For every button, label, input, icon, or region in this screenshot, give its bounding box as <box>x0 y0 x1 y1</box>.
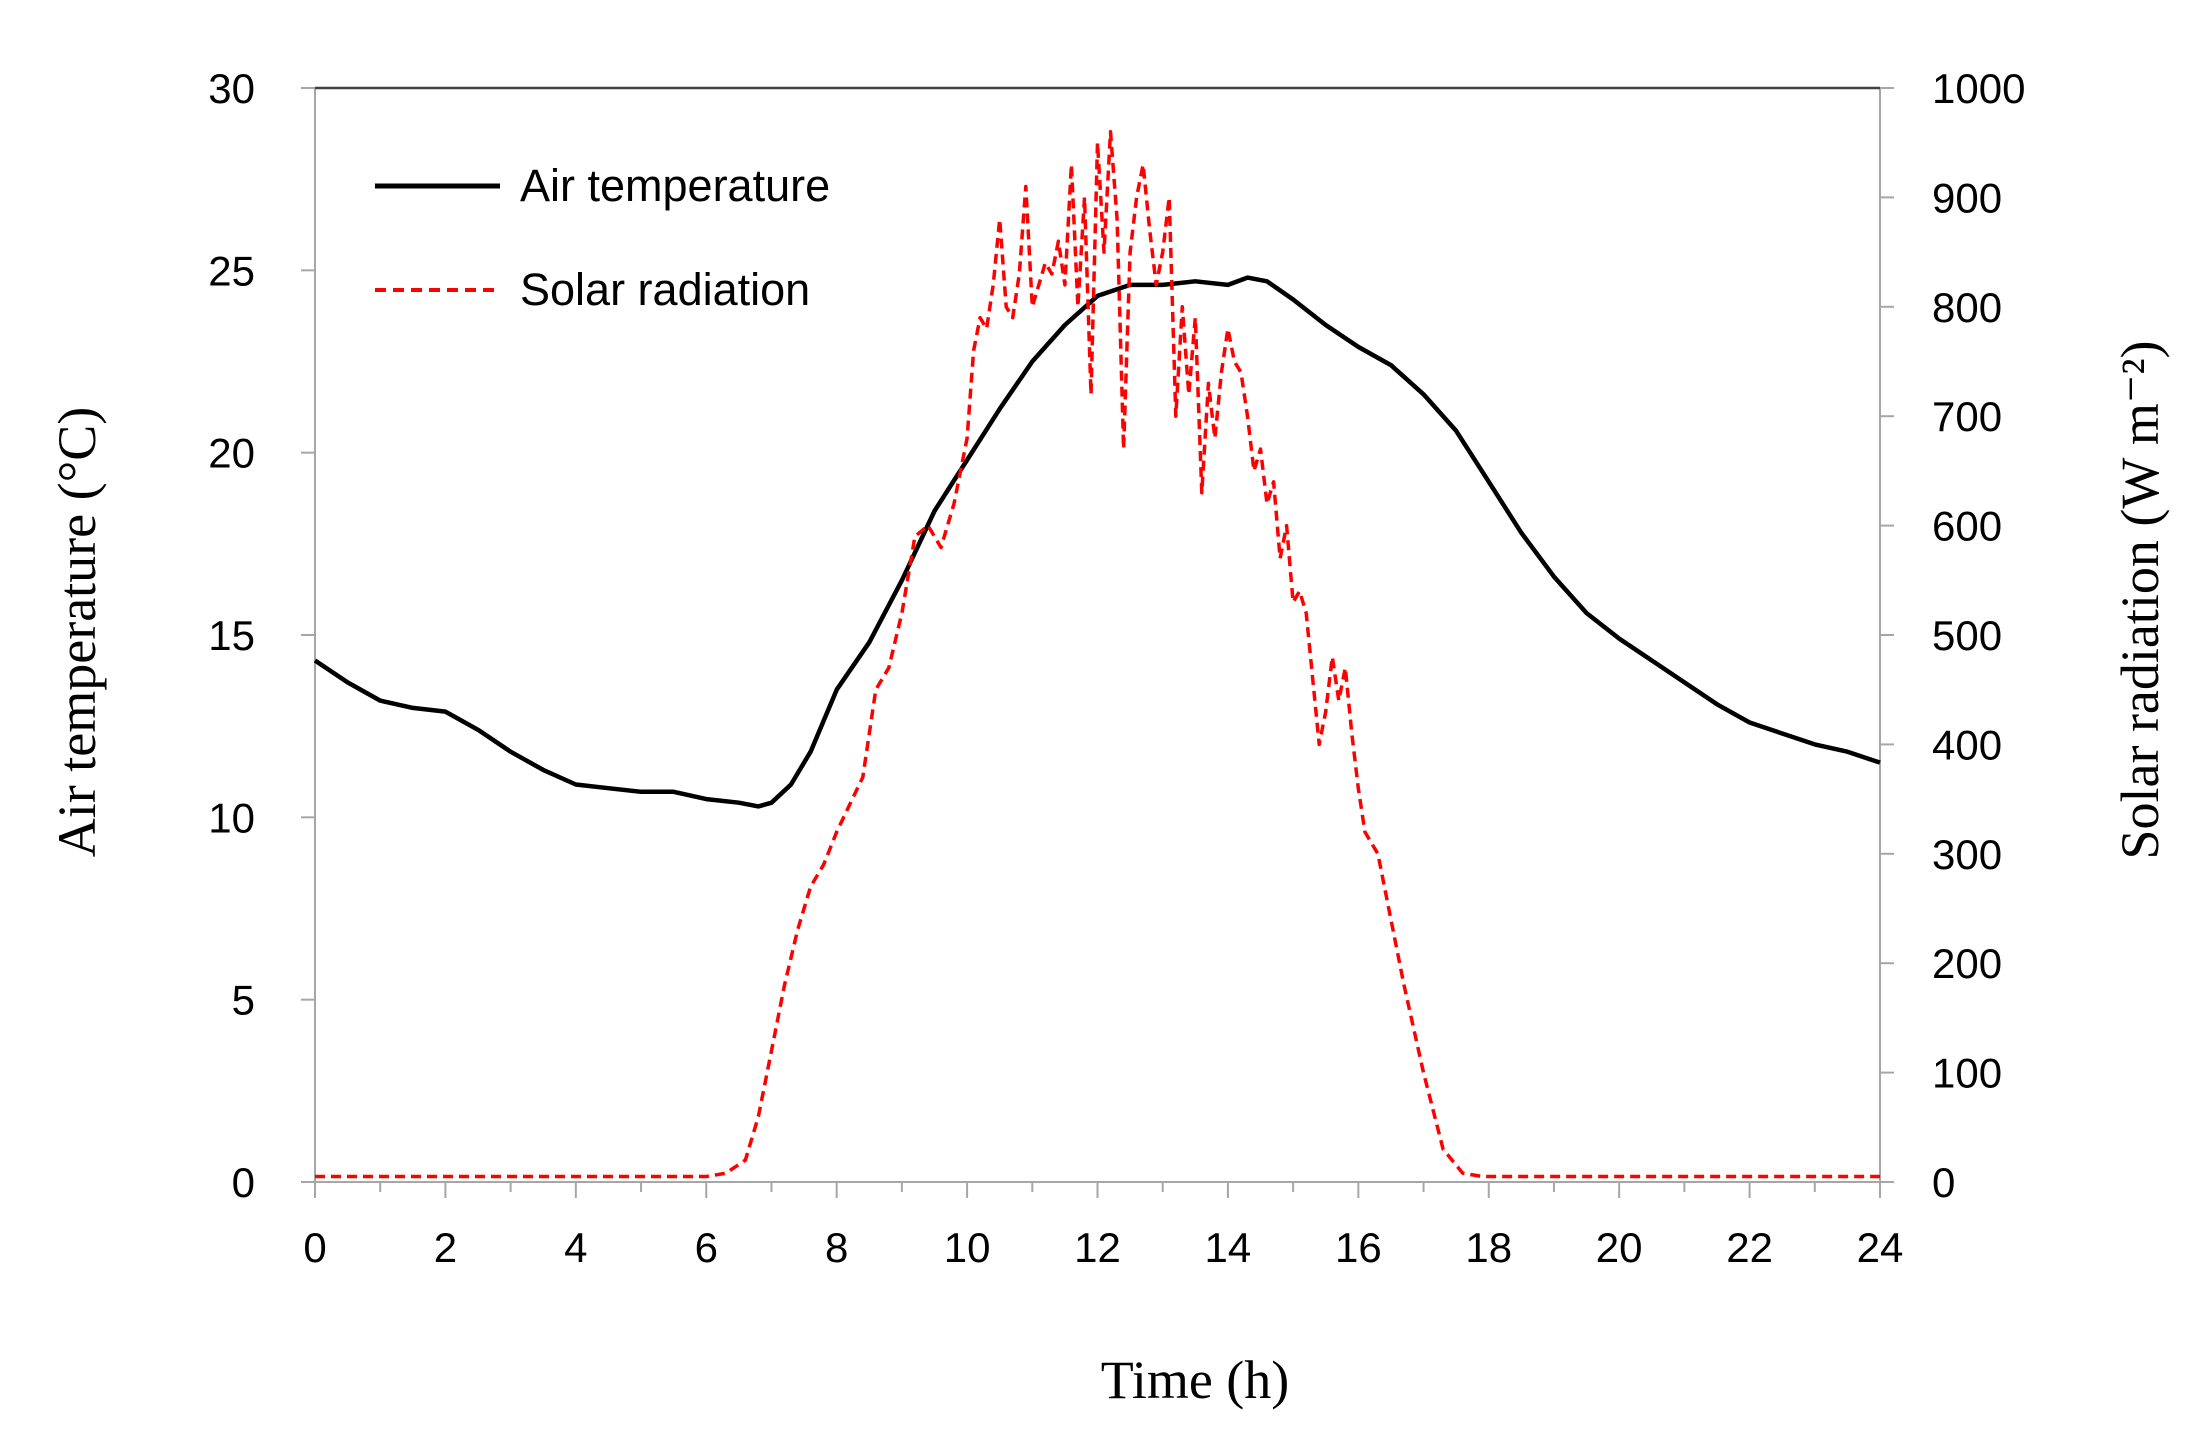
air-temperature-line <box>313 275 1881 809</box>
left-y-tick-label: 15 <box>208 612 255 659</box>
x-tick-label: 18 <box>1465 1224 1512 1271</box>
x-tick-label: 10 <box>944 1224 991 1271</box>
left-y-axis-title: Air temperature (°C) <box>47 407 107 857</box>
legend-label-air-temperature: Air temperature <box>520 160 830 211</box>
x-axis-title: Time (h) <box>1101 1350 1290 1410</box>
x-tick-label: 20 <box>1596 1224 1643 1271</box>
plot-frame <box>314 86 1881 1183</box>
left-y-tick-label: 30 <box>208 65 255 112</box>
right-y-tick-label: 100 <box>1932 1050 2002 1097</box>
right-y-tick-label: 200 <box>1932 940 2002 987</box>
x-tick-label: 2 <box>434 1224 457 1271</box>
right-y-tick-label: 500 <box>1932 612 2002 659</box>
right-y-tick-label: 700 <box>1932 393 2002 440</box>
right-y-tick-label: 0 <box>1932 1159 1955 1206</box>
x-tick-label: 6 <box>695 1224 718 1271</box>
x-tick-label: 0 <box>303 1224 326 1271</box>
x-tick-label: 14 <box>1205 1224 1252 1271</box>
legend-label-solar-radiation: Solar radiation <box>520 264 810 315</box>
left-y-tick-label: 10 <box>208 794 255 841</box>
x-tick-label: 24 <box>1857 1224 1904 1271</box>
right-y-axis-title: Solar radiation (W m⁻²) <box>2110 340 2170 859</box>
tick-labels: 0 2 4 6 8 10 12 14 16 18 20 22 240510152025300100200… <box>208 65 2025 1271</box>
right-y-tick-label: 1000 <box>1932 65 2025 112</box>
x-tick-label: 16 <box>1335 1224 1382 1271</box>
plot-area-border <box>314 87 1881 1183</box>
legend: Air temperature Solar radiation <box>375 160 830 315</box>
axis-ticks <box>301 87 1894 1198</box>
right-y-tick-label: 600 <box>1932 503 2002 550</box>
x-tick-label: 8 <box>825 1224 848 1271</box>
left-y-tick-label: 20 <box>208 430 255 477</box>
right-y-tick-label: 800 <box>1932 284 2002 331</box>
left-y-tick-label: 0 <box>232 1159 255 1206</box>
x-tick-label: 12 <box>1074 1224 1121 1271</box>
right-y-tick-label: 900 <box>1932 174 2002 221</box>
right-y-tick-label: 300 <box>1932 831 2002 878</box>
left-y-tick-label: 5 <box>232 977 255 1024</box>
series-lines <box>313 130 1881 1179</box>
x-tick-label: 22 <box>1726 1224 1773 1271</box>
x-tick-label: 4 <box>564 1224 587 1271</box>
right-y-tick-label: 400 <box>1932 721 2002 768</box>
left-y-tick-label: 25 <box>208 247 255 294</box>
solar-radiation-line <box>315 130 1880 1179</box>
